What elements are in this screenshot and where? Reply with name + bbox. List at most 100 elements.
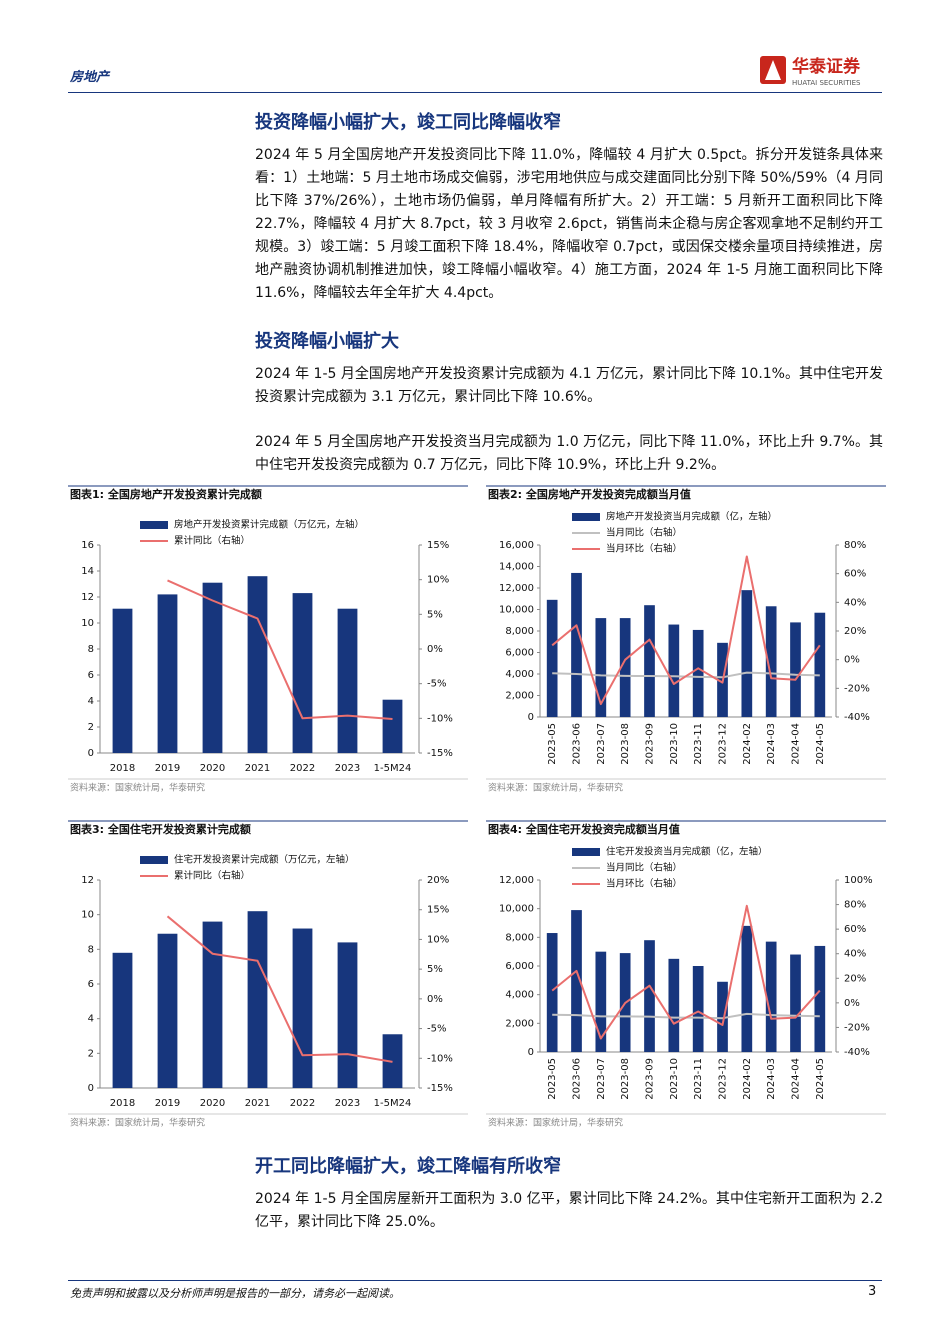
y-tick-label: 0 [528, 712, 534, 723]
bar [692, 966, 704, 1052]
y2-tick-label: -15% [427, 748, 453, 759]
y-tick-label: 2,000 [505, 691, 534, 702]
bar [337, 942, 358, 1088]
bar [571, 910, 582, 1052]
bar [337, 608, 358, 753]
y2-tick-label: 0% [844, 998, 860, 1009]
x-tick-label: 2024-02 [742, 1058, 753, 1100]
y2-tick-label: -10% [427, 713, 453, 724]
chart-title: 图表2: 全国房地产开发投资完成额当月值 [488, 487, 691, 501]
legend-label: 住宅开发投资累计完成额（万亿元，左轴） [174, 854, 355, 866]
x-tick-label: 1-5M24 [374, 1098, 412, 1109]
paragraph: 2024 年 1-5 月全国房屋新开工面积为 3.0 亿平，累计同比下降 24.… [255, 1191, 883, 1230]
x-tick-label: 2023-08 [620, 1058, 631, 1100]
bar [741, 590, 753, 717]
logo: 华泰证券 HUATAI SECURITIES [760, 56, 861, 87]
logo-icon-mark [765, 60, 781, 80]
bar [571, 572, 582, 717]
y2-tick-label: -20% [844, 683, 870, 694]
y2-tick-label: -10% [427, 1053, 453, 1064]
y-tick-label: 8 [88, 644, 94, 655]
bar [741, 925, 753, 1052]
y-tick-label: 6,000 [505, 648, 534, 659]
x-tick-label: 2021 [245, 1098, 270, 1109]
legend-label: 住宅开发投资当月完成额（亿，左轴） [606, 846, 768, 858]
y-tick-label: 4 [88, 1014, 94, 1025]
footer-rule [68, 1280, 882, 1281]
x-tick-label: 2023-11 [693, 723, 704, 765]
y2-tick-label: 80% [844, 900, 866, 911]
chart-title: 图表4: 全国住宅开发投资完成额当月值 [488, 822, 680, 836]
bar [292, 593, 313, 753]
x-tick-label: 2023-11 [693, 1058, 704, 1100]
y2-tick-label: -40% [844, 1047, 870, 1058]
y-tick-label: 10 [81, 910, 94, 921]
sections-top: 投资降幅小幅扩大，竣工同比降幅收窄 2024 年 5 月全国房地产开发投资同比下降… [255, 108, 883, 499]
y-tick-label: 0 [528, 1047, 534, 1058]
page-number: 3 [868, 1284, 877, 1299]
y2-tick-label: 20% [427, 875, 449, 886]
x-tick-label: 2018 [110, 763, 135, 774]
bar [790, 954, 801, 1052]
paragraph: 2024 年 5 月全国房地产开发投资同比下降 11.0%，降幅较 4 月扩大 … [255, 147, 883, 301]
x-tick-label: 2023-10 [669, 1058, 680, 1100]
x-tick-label: 2024-05 [815, 723, 826, 765]
bar [382, 699, 403, 753]
y-tick-label: 12 [81, 875, 94, 886]
x-tick-label: 2024-04 [791, 1058, 802, 1100]
x-tick-label: 2023 [335, 1098, 360, 1109]
legend-label: 房地产开发投资当月完成额（亿，左轴） [606, 511, 777, 523]
section-heading: 投资降幅小幅扩大 [255, 331, 399, 352]
bar [202, 921, 223, 1088]
y2-tick-label: 15% [427, 540, 449, 551]
x-tick-label: 2018 [110, 1098, 135, 1109]
x-tick-label: 2022 [290, 763, 315, 774]
bar [814, 612, 826, 717]
paragraph: 2024 年 1-5 月全国房地产开发投资累计完成额为 4.1 万亿元，累计同比… [255, 366, 883, 405]
y2-tick-label: 60% [844, 924, 866, 935]
y2-tick-label: 80% [844, 540, 866, 551]
sections-bottom: 开工同比降幅扩大，竣工降幅有所收窄 2024 年 1-5 月全国房屋新开工面积为 … [255, 1152, 883, 1256]
x-tick-label: 2024-03 [766, 1058, 777, 1100]
y-tick-label: 10,000 [499, 904, 534, 915]
x-tick-label: 2023-09 [645, 1058, 656, 1100]
bar [644, 605, 655, 717]
x-tick-label: 2024-02 [742, 723, 753, 765]
bar [157, 933, 178, 1088]
y2-tick-label: -40% [844, 712, 870, 723]
legend-label: 累计同比（右轴） [174, 535, 250, 547]
bar [157, 594, 178, 753]
bar [692, 629, 704, 717]
bar [717, 981, 728, 1052]
y-tick-label: 0 [88, 1083, 94, 1094]
y2-tick-label: 5% [427, 964, 443, 975]
x-tick-label: 2022 [290, 1098, 315, 1109]
x-tick-label: 2021 [245, 763, 270, 774]
legend-swatch [572, 513, 600, 521]
y2-tick-label: 40% [844, 597, 866, 608]
y-tick-label: 10 [81, 618, 94, 629]
y2-tick-label: 20% [844, 626, 866, 637]
bar [765, 606, 777, 717]
x-tick-label: 2023-09 [645, 723, 656, 765]
x-tick-label: 2020 [200, 763, 225, 774]
y-tick-label: 16 [81, 540, 94, 551]
y2-tick-label: -15% [427, 1083, 453, 1094]
legend-label: 房地产开发投资累计完成额（万亿元，左轴） [174, 519, 364, 531]
x-tick-label: 2024-03 [766, 723, 777, 765]
y-tick-label: 16,000 [499, 540, 534, 551]
y-tick-label: 2 [88, 722, 94, 733]
disclaimer: 免责声明和披露以及分析师声明是报告的一部分，请务必一起阅读。 [70, 1287, 400, 1300]
y2-tick-label: -5% [427, 679, 446, 690]
y-tick-label: 2,000 [505, 1018, 534, 1029]
y-tick-label: 0 [88, 748, 94, 759]
y-tick-label: 4,000 [505, 669, 534, 680]
y-tick-label: 14,000 [499, 562, 534, 573]
y2-tick-label: 10% [427, 934, 449, 945]
x-tick-label: 2023-12 [718, 723, 729, 765]
y2-tick-label: 100% [844, 875, 873, 886]
